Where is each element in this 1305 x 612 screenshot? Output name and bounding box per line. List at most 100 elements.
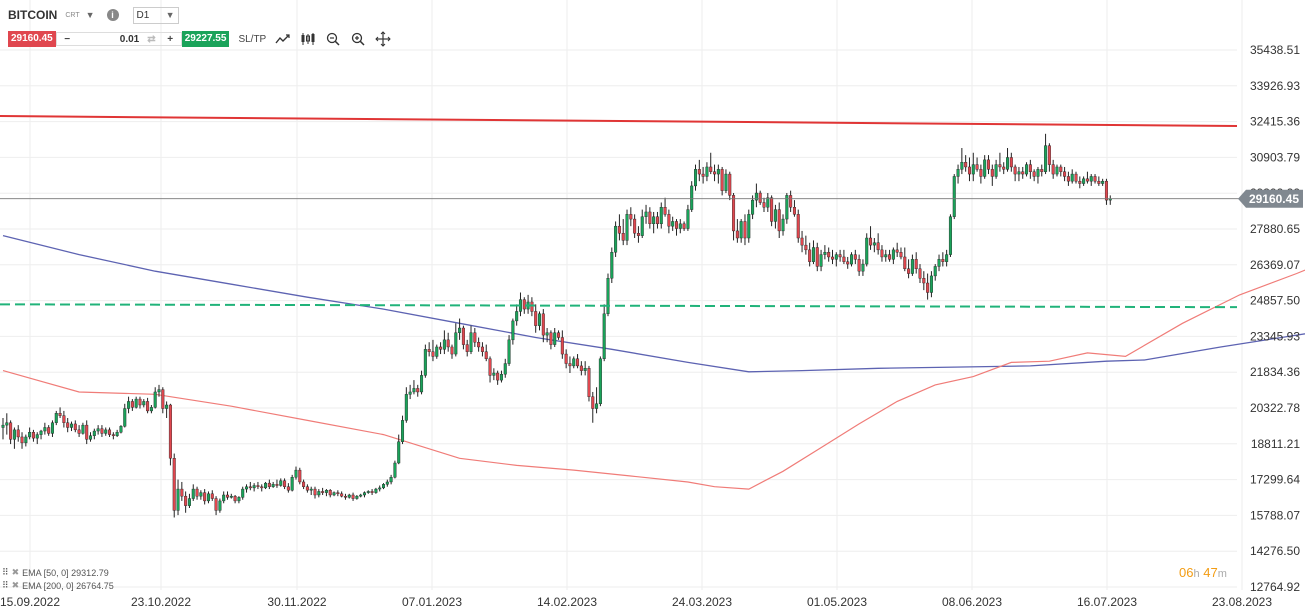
- candle-body: [929, 275, 933, 293]
- candle-body: [507, 339, 511, 364]
- candle-body: [1025, 164, 1029, 175]
- candle-body: [256, 485, 260, 487]
- candle: [587, 365, 591, 402]
- ema200-line: [2, 234, 1305, 373]
- candle: [686, 204, 690, 231]
- drag-handle-icon[interactable]: ⠿: [2, 567, 9, 577]
- candle: [667, 209, 671, 234]
- candle: [290, 474, 294, 492]
- zoom-out-icon[interactable]: [325, 31, 341, 47]
- candle-body: [713, 171, 717, 175]
- candle: [1082, 176, 1086, 186]
- candle-body: [880, 249, 884, 258]
- candle-body: [888, 254, 892, 260]
- candle: [1051, 159, 1055, 179]
- candle-body: [473, 332, 477, 343]
- quantity-input[interactable]: 0.01: [119, 33, 140, 45]
- candle-body: [16, 429, 20, 438]
- drag-handle-icon[interactable]: ⠿: [2, 580, 9, 590]
- candle-body: [127, 401, 131, 409]
- candle-body: [58, 413, 62, 416]
- candle: [62, 410, 66, 428]
- close-icon[interactable]: ✖: [11, 580, 20, 590]
- candle: [640, 209, 644, 239]
- close-icon[interactable]: ✖: [11, 567, 20, 577]
- candle-body: [92, 430, 96, 436]
- y-tick-label: 12764.92: [1250, 580, 1300, 594]
- candle-body: [709, 166, 713, 172]
- candle: [283, 478, 287, 490]
- candle: [690, 181, 694, 212]
- chevron-down-icon[interactable]: ▼: [85, 10, 95, 20]
- sell-button[interactable]: 29160.45: [8, 31, 56, 47]
- candles-icon[interactable]: [300, 31, 316, 47]
- candle: [168, 403, 172, 466]
- candle: [602, 304, 606, 362]
- candle: [206, 491, 210, 504]
- levels-layer[interactable]: [0, 115, 1238, 309]
- crosshair-icon[interactable]: [375, 31, 391, 47]
- swap-icon[interactable]: ⇄: [147, 33, 156, 45]
- candle-body: [435, 346, 439, 357]
- candle: [374, 487, 378, 494]
- candle: [781, 214, 785, 236]
- candle-body: [39, 430, 43, 435]
- candle: [393, 460, 397, 479]
- timeframe-select[interactable]: D1 ▼: [132, 6, 179, 24]
- candle: [92, 428, 96, 440]
- candle: [990, 164, 994, 186]
- candle: [461, 325, 465, 350]
- candle: [119, 425, 123, 434]
- candle: [914, 252, 918, 274]
- candle-body: [1021, 171, 1025, 175]
- candle-body: [568, 363, 572, 367]
- candle-body: [998, 164, 1002, 168]
- current-price-label: 29160.45: [1249, 192, 1299, 206]
- minus-icon[interactable]: −: [64, 33, 71, 45]
- candle-body: [606, 278, 610, 315]
- candle: [694, 164, 698, 191]
- candle: [313, 486, 317, 499]
- candle: [1047, 143, 1051, 172]
- candle: [617, 214, 621, 241]
- quantity-stepper[interactable]: − 0.01 ⇄ +: [55, 32, 182, 46]
- candle-body: [313, 488, 317, 496]
- candle: [115, 429, 119, 437]
- candle-body: [480, 346, 484, 352]
- candle: [416, 384, 420, 397]
- candle: [69, 421, 73, 432]
- candle-body: [811, 247, 815, 262]
- resistance-line[interactable]: [0, 115, 1238, 127]
- candle: [865, 233, 869, 267]
- candle: [473, 328, 477, 347]
- candle-body: [907, 268, 911, 274]
- candle: [89, 432, 93, 442]
- line-chart-icon[interactable]: [275, 31, 291, 47]
- candle-body: [876, 242, 880, 251]
- symbol-name[interactable]: BITCOIN: [8, 8, 58, 22]
- candle: [610, 247, 614, 284]
- candle: [907, 259, 911, 279]
- indicator-legend-ema200[interactable]: ⠿ ✖ EMA [200, 0] 26764.75: [2, 580, 114, 591]
- ema200-layer: [2, 234, 1305, 373]
- sltp-button[interactable]: SL/TP: [238, 33, 267, 45]
- candle-body: [401, 420, 405, 442]
- candle: [180, 481, 184, 501]
- y-axis: 35438.5133926.9332415.3630903.7929392.22…: [1250, 43, 1300, 594]
- zoom-in-icon[interactable]: [350, 31, 366, 47]
- plus-icon[interactable]: +: [167, 33, 174, 45]
- candle: [309, 486, 313, 495]
- candle: [518, 292, 522, 317]
- candle: [815, 242, 819, 272]
- candle: [929, 271, 933, 298]
- indicator-legend-ema50[interactable]: ⠿ ✖ EMA [50, 0] 29312.79: [2, 567, 109, 578]
- buy-button[interactable]: 29227.55: [181, 31, 230, 47]
- candle: [153, 387, 157, 409]
- candle: [956, 164, 960, 184]
- candle: [191, 484, 195, 501]
- candle: [1009, 152, 1013, 172]
- candle: [541, 309, 545, 343]
- info-icon[interactable]: i: [106, 9, 119, 21]
- support-line[interactable]: [0, 303, 1238, 309]
